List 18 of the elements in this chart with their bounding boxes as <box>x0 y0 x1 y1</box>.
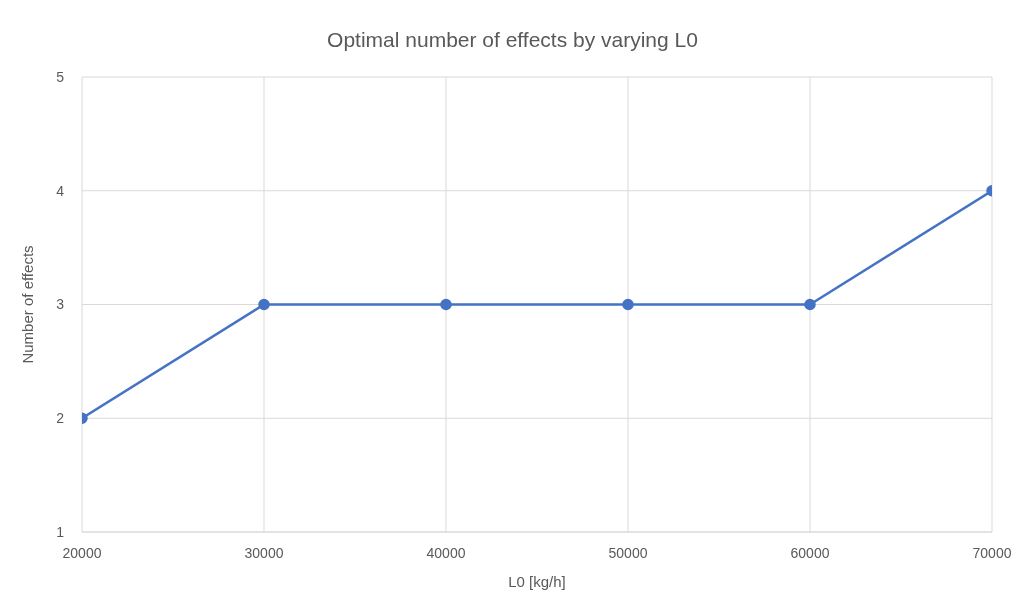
x-axis-title: L0 [kg/h] <box>508 573 566 590</box>
point <box>440 298 452 311</box>
y-tick-label: 2 <box>56 410 65 427</box>
x-tick-label: 50000 <box>608 544 648 561</box>
x-tick-label: 30000 <box>244 544 284 561</box>
x-tick-label: 70000 <box>972 544 1012 561</box>
x-tick-label: 40000 <box>426 544 466 561</box>
y-tick-label: 1 <box>56 523 65 540</box>
point <box>622 298 634 311</box>
point <box>258 298 270 311</box>
x-tick-label: 20000 <box>62 544 102 561</box>
y-tick-label: 4 <box>56 182 65 199</box>
chart-title: Optimal number of effects by varying L0 <box>326 28 699 52</box>
point <box>804 298 816 311</box>
y-tick-label: 5 <box>56 68 65 85</box>
x-tick-label: 60000 <box>790 544 830 561</box>
y-tick-label: 3 <box>56 296 65 313</box>
y-axis-title: Number of effects <box>19 245 37 364</box>
